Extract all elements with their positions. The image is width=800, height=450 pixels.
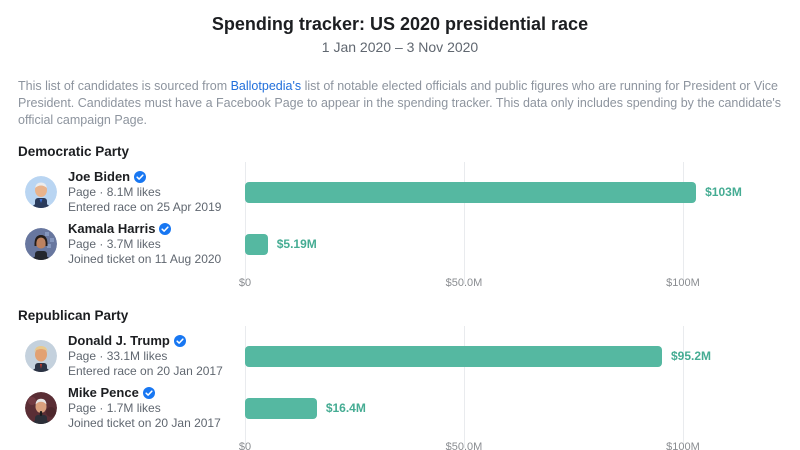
candidate-name: Mike Pence <box>68 385 221 401</box>
candidate-info-joe-biden: Joe Biden Page · 8.1M likes Entered race… <box>18 169 245 215</box>
party-heading-republican: Republican Party <box>18 308 129 323</box>
axis-tick-100m: $100M <box>666 441 700 450</box>
candidate-name-label: Donald J. Trump <box>68 333 170 348</box>
bar-cell: $16.4M <box>245 397 782 419</box>
candidate-info-donald-trump: Donald J. Trump Page · 33.1M likes Enter… <box>18 333 245 379</box>
spend-bar-joe-biden <box>245 181 697 203</box>
page-header: Spending tracker: US 2020 presidential r… <box>0 0 800 56</box>
race-info: Joined ticket on 11 Aug 2020 <box>68 252 222 266</box>
candidate-row-kamala-harris: Kamala Harris Page · 3.7M likes Joined t… <box>18 218 782 270</box>
candidate-row-donald-trump: Donald J. Trump Page · 33.1M likes Enter… <box>18 330 782 382</box>
candidate-text-donald-trump: Donald J. Trump Page · 33.1M likes Enter… <box>68 333 223 379</box>
avatar-donald-trump-icon <box>25 340 57 372</box>
democratic-chart-rows: Joe Biden Page · 8.1M likes Entered race… <box>18 162 782 284</box>
candidate-text-kamala-harris: Kamala Harris Page · 3.7M likes Joined t… <box>68 221 221 267</box>
description-prefix: This list of candidates is sourced from <box>18 79 231 93</box>
section-republican-party: Republican Party <box>18 307 782 450</box>
republican-chart-rows: Donald J. Trump Page · 33.1M likes Enter… <box>18 326 782 448</box>
candidate-row-joe-biden: Joe Biden Page · 8.1M likes Entered race… <box>18 166 782 218</box>
candidate-name-label: Mike Pence <box>68 385 139 400</box>
x-axis-republican: $0 $50.0M $100M <box>239 434 782 450</box>
spend-value-label: $16.4M <box>325 401 366 415</box>
verified-badge-icon <box>142 387 155 399</box>
bar-cell: $103M <box>245 181 782 203</box>
spend-value-label: $95.2M <box>670 349 711 363</box>
verified-badge-icon <box>173 335 186 347</box>
source-description: This list of candidates is sourced from … <box>18 78 782 129</box>
spend-bar-kamala-harris <box>245 233 268 255</box>
page-likes: Page · 1.7M likes <box>68 401 161 415</box>
axis-tick-100m: $100M <box>666 277 700 289</box>
section-democratic-party: Democratic Party <box>18 143 782 293</box>
spend-bar-mike-pence <box>245 397 317 419</box>
party-heading-democratic: Democratic Party <box>18 144 130 159</box>
candidate-row-mike-pence: Mike Pence Page · 1.7M likes Joined tick… <box>18 382 782 434</box>
x-axis-democratic: $0 $50.0M $100M <box>239 270 782 293</box>
page-likes: Page · 33.1M likes <box>68 349 168 363</box>
race-info: Entered race on 20 Jan 2017 <box>68 364 223 378</box>
candidate-text-joe-biden: Joe Biden Page · 8.1M likes Entered race… <box>68 169 221 215</box>
description-suffix: list of notable elected officials and pu… <box>18 79 782 127</box>
ballotpedia-link[interactable]: Ballotpedia's <box>230 79 302 93</box>
axis-tick-50m: $50.0M <box>445 277 483 289</box>
avatar-kamala-harris-icon <box>25 228 57 260</box>
spend-value-label: $103M <box>705 185 742 199</box>
candidate-info-kamala-harris: Kamala Harris Page · 3.7M likes Joined t… <box>18 221 245 267</box>
candidate-name: Joe Biden <box>68 169 221 185</box>
axis-tick-50m: $50.0M <box>445 441 483 450</box>
candidate-name-label: Joe Biden <box>68 169 131 184</box>
page-likes: Page · 3.7M likes <box>68 237 161 251</box>
date-range: 1 Jan 2020 – 3 Nov 2020 <box>321 39 479 55</box>
page-title: Spending tracker: US 2020 presidential r… <box>211 14 589 34</box>
candidate-text-mike-pence: Mike Pence Page · 1.7M likes Joined tick… <box>68 385 221 431</box>
spend-value-label: $5.19M <box>276 237 317 251</box>
bar-cell: $95.2M <box>245 345 782 367</box>
race-info: Joined ticket on 20 Jan 2017 <box>68 416 221 430</box>
race-info: Entered race on 25 Apr 2019 <box>68 200 222 214</box>
spend-bar-donald-trump <box>245 345 662 367</box>
page-likes: Page · 8.1M likes <box>68 185 161 199</box>
candidate-name-label: Kamala Harris <box>68 221 156 236</box>
axis-tick-0: $0 <box>238 441 252 450</box>
verified-badge-icon <box>134 171 147 183</box>
avatar-mike-pence-icon <box>25 392 57 424</box>
candidate-info-mike-pence: Mike Pence Page · 1.7M likes Joined tick… <box>18 385 245 431</box>
verified-badge-icon <box>159 223 172 235</box>
bar-cell: $5.19M <box>245 233 782 255</box>
axis-tick-0: $0 <box>238 277 252 289</box>
avatar-joe-biden-icon <box>25 176 57 208</box>
candidate-name: Kamala Harris <box>68 221 221 237</box>
candidate-name: Donald J. Trump <box>68 333 223 349</box>
